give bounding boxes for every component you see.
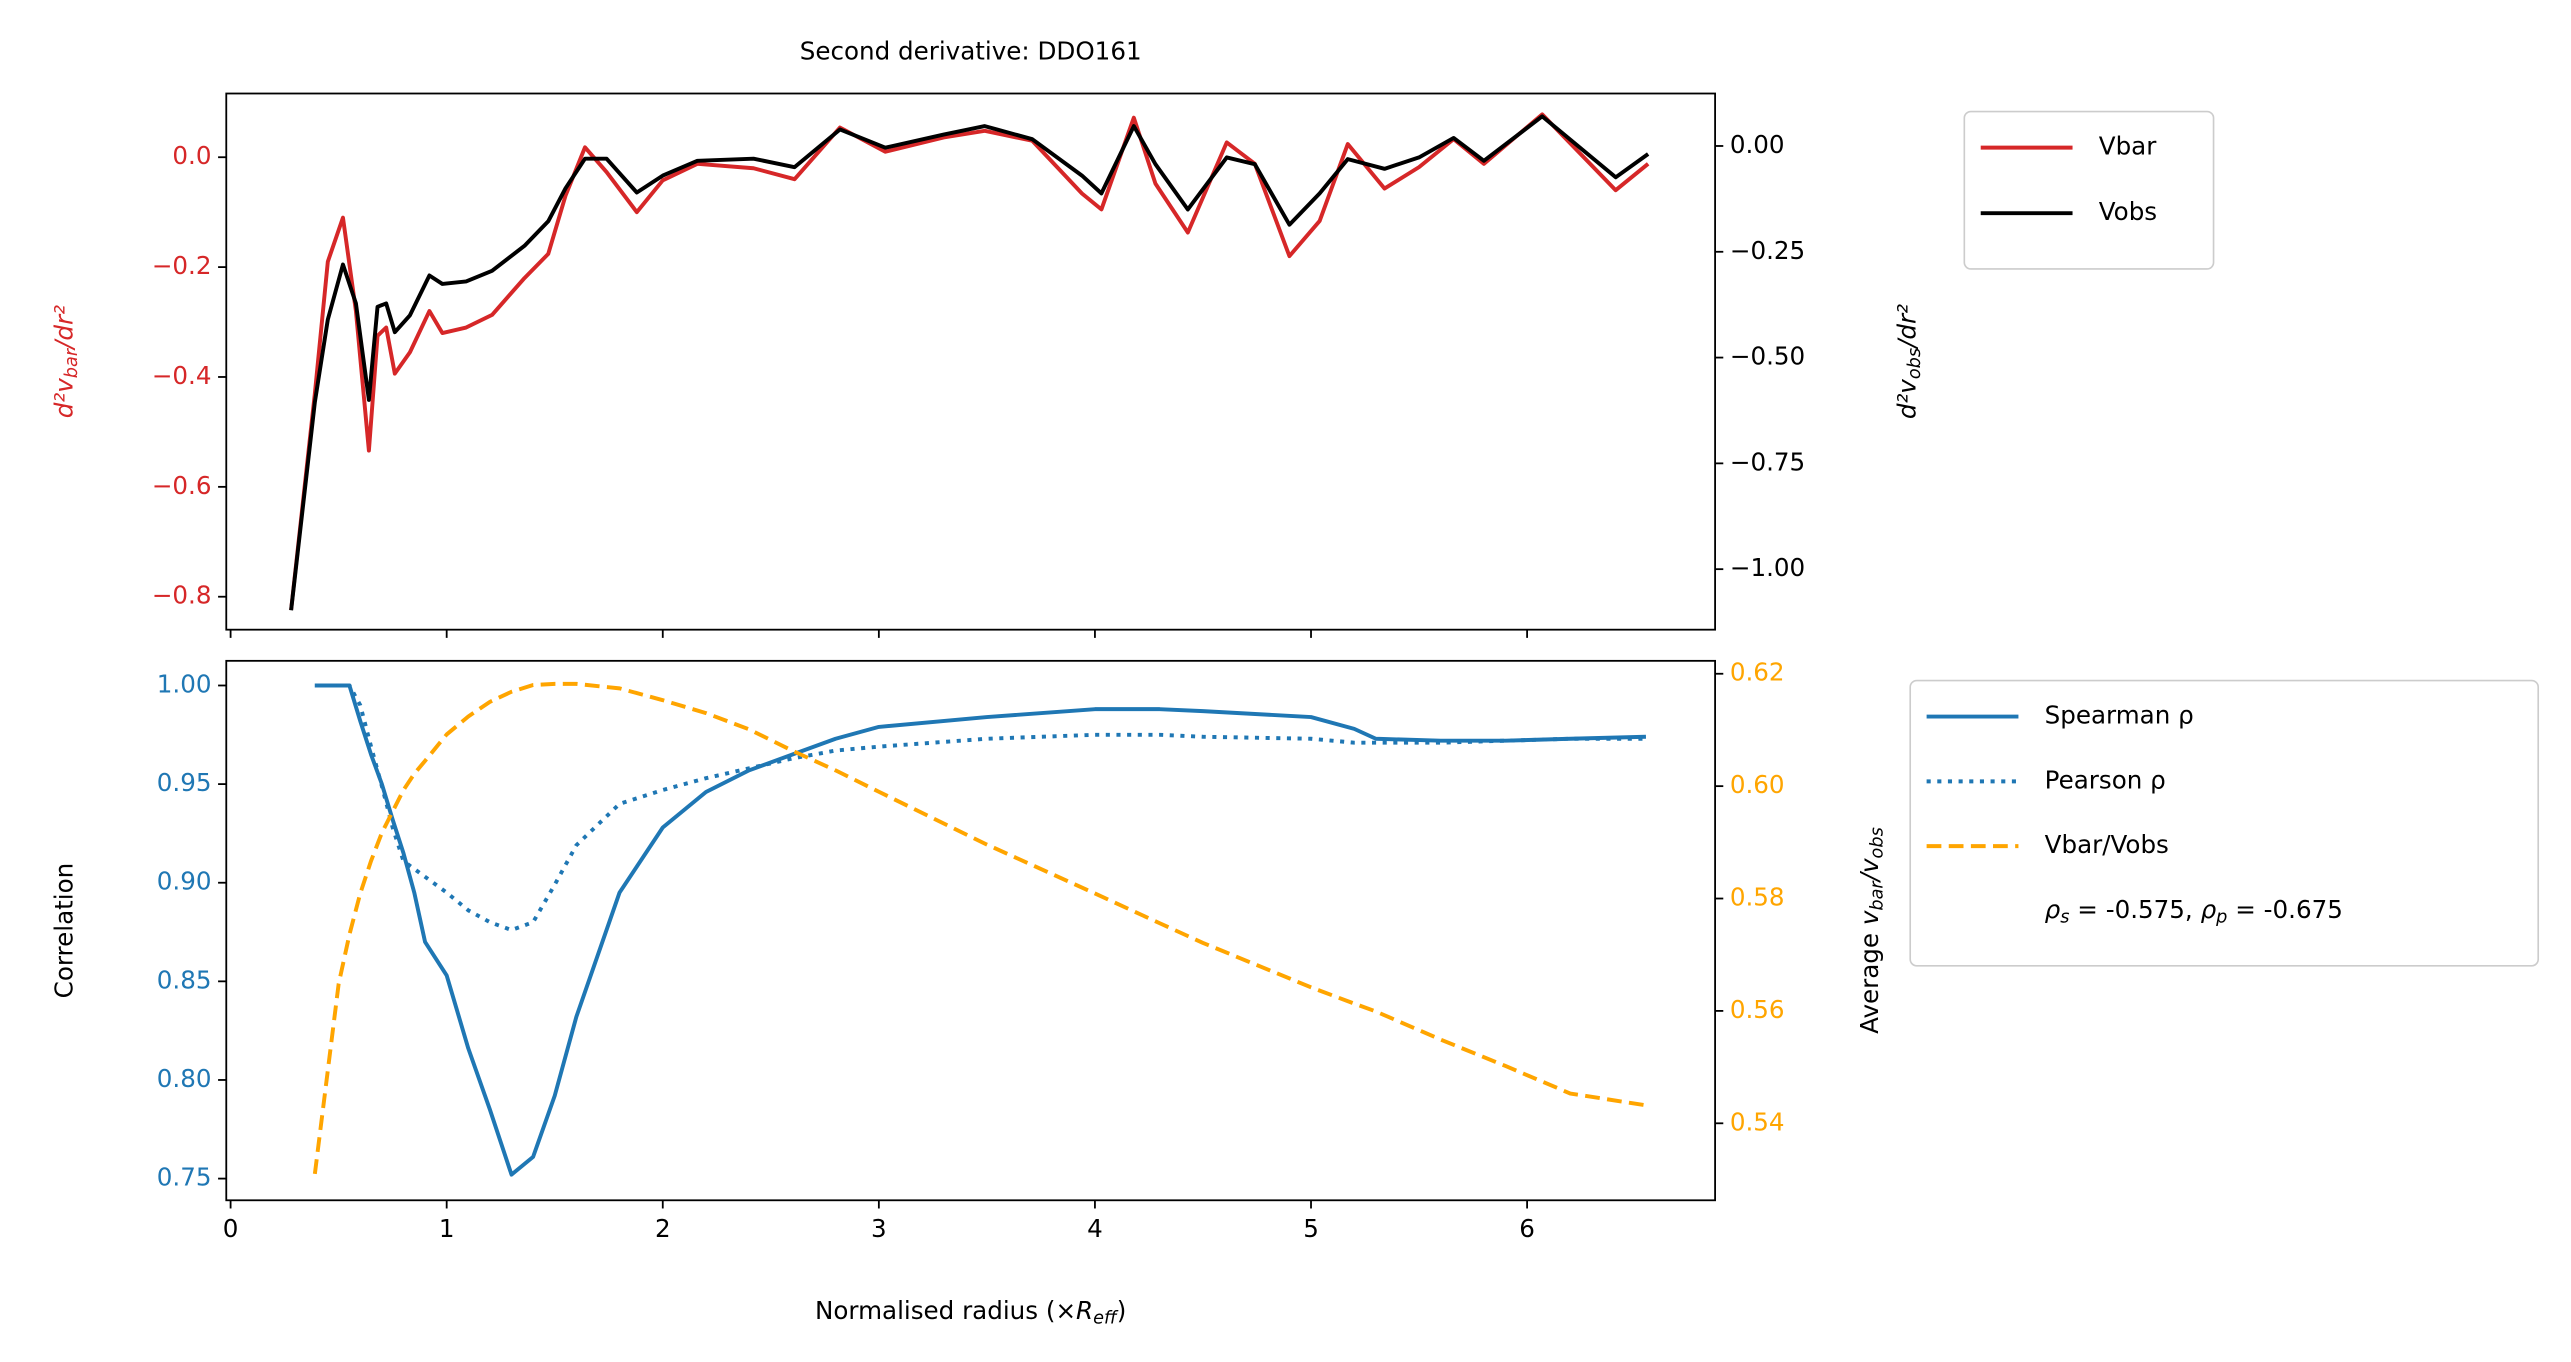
label-part: /	[1855, 870, 1884, 883]
y-tick-label: −0.6	[152, 471, 212, 500]
legend-box	[1909, 679, 2540, 967]
y2-tick-label: 0.00	[1730, 130, 1785, 159]
label-part: /dr²	[1893, 304, 1922, 350]
label-part: = -0.675	[2227, 895, 2342, 924]
y2-tick-label: 0.54	[1730, 1107, 1785, 1136]
y-tick-label: 0.85	[157, 965, 212, 994]
y2-tick-label: 0.62	[1730, 658, 1785, 687]
y2-axis-label: Average vbar/vobs	[1855, 827, 1888, 1034]
legend-label: Vbar/Vobs	[2045, 830, 2169, 859]
x-tick-label: 0	[223, 1214, 239, 1243]
legend-box	[1963, 110, 2215, 270]
legend-note: ρs = -0.575, ρp = -0.675	[2045, 895, 2343, 928]
label-part: /dr²	[50, 305, 79, 351]
x-axis-label: Normalised radius (×Reff)	[815, 1296, 1126, 1329]
y-tick-label: 0.80	[157, 1064, 212, 1093]
label-part: obs	[1867, 827, 1887, 858]
label-part: d²v	[50, 378, 79, 418]
y2-tick-label: −0.25	[1730, 236, 1805, 265]
y-tick-label: −0.2	[152, 251, 212, 280]
y2-tick-label: 0.56	[1730, 995, 1785, 1024]
axes-frame	[225, 659, 1716, 1202]
x-tick-label: 5	[1303, 1214, 1319, 1243]
x-tick-label: 3	[871, 1214, 887, 1243]
x-tick-label: 6	[1519, 1214, 1535, 1243]
label-part: bar	[1867, 880, 1887, 911]
series-line	[289, 112, 1650, 611]
label-part: R	[1076, 1296, 1093, 1325]
label-part: s	[2060, 907, 2069, 927]
label-part: d²v	[1893, 379, 1922, 419]
y-tick-label: −0.8	[152, 581, 212, 610]
legend-label: Vbar	[2099, 132, 2157, 161]
y2-tick-label: −1.00	[1730, 553, 1805, 582]
label-part: obs	[1905, 348, 1925, 379]
label-part: Average	[1855, 925, 1884, 1034]
y-tick-label: 0.0	[172, 141, 211, 170]
y2-tick-label: 0.60	[1730, 770, 1785, 799]
y2-tick-label: −0.50	[1730, 342, 1805, 371]
y-tick-label: 0.95	[157, 768, 212, 797]
label-part: p	[2215, 907, 2227, 927]
y-axis-label: Correlation	[50, 863, 79, 999]
y-tick-label: 1.00	[157, 669, 212, 698]
x-tick-label: 4	[1087, 1214, 1103, 1243]
label-part: )	[1117, 1296, 1127, 1325]
label-part: v	[1855, 858, 1884, 873]
legend-label: Spearman ρ	[2045, 701, 2194, 730]
y-tick-label: 0.90	[157, 867, 212, 896]
chart-title: Second derivative: DDO161	[800, 37, 1142, 66]
y2-tick-label: −0.75	[1730, 447, 1805, 476]
label-part: Normalised radius (×	[815, 1296, 1076, 1325]
y2-axis-label: d²vobs/dr²	[1893, 304, 1926, 419]
legend-label: Vobs	[2099, 197, 2157, 226]
label-part: ρ	[2201, 895, 2217, 924]
label-part: bar	[62, 347, 82, 378]
label-part: = -0.575,	[2069, 895, 2200, 924]
y-axis-label: d²vbar/dr²	[50, 305, 83, 418]
y-tick-label: −0.4	[152, 361, 212, 390]
label-part: v	[1855, 910, 1884, 925]
x-tick-label: 1	[439, 1214, 455, 1243]
x-tick-label: 2	[655, 1214, 671, 1243]
legend-label: Pearson ρ	[2045, 765, 2166, 794]
label-part: eff	[1093, 1308, 1119, 1328]
y2-tick-label: 0.58	[1730, 883, 1785, 912]
axes-frame	[225, 92, 1716, 631]
y-tick-label: 0.75	[157, 1163, 212, 1192]
series-line	[312, 681, 1647, 1175]
series-line	[289, 114, 1650, 611]
label-part: ρ	[2045, 895, 2061, 924]
